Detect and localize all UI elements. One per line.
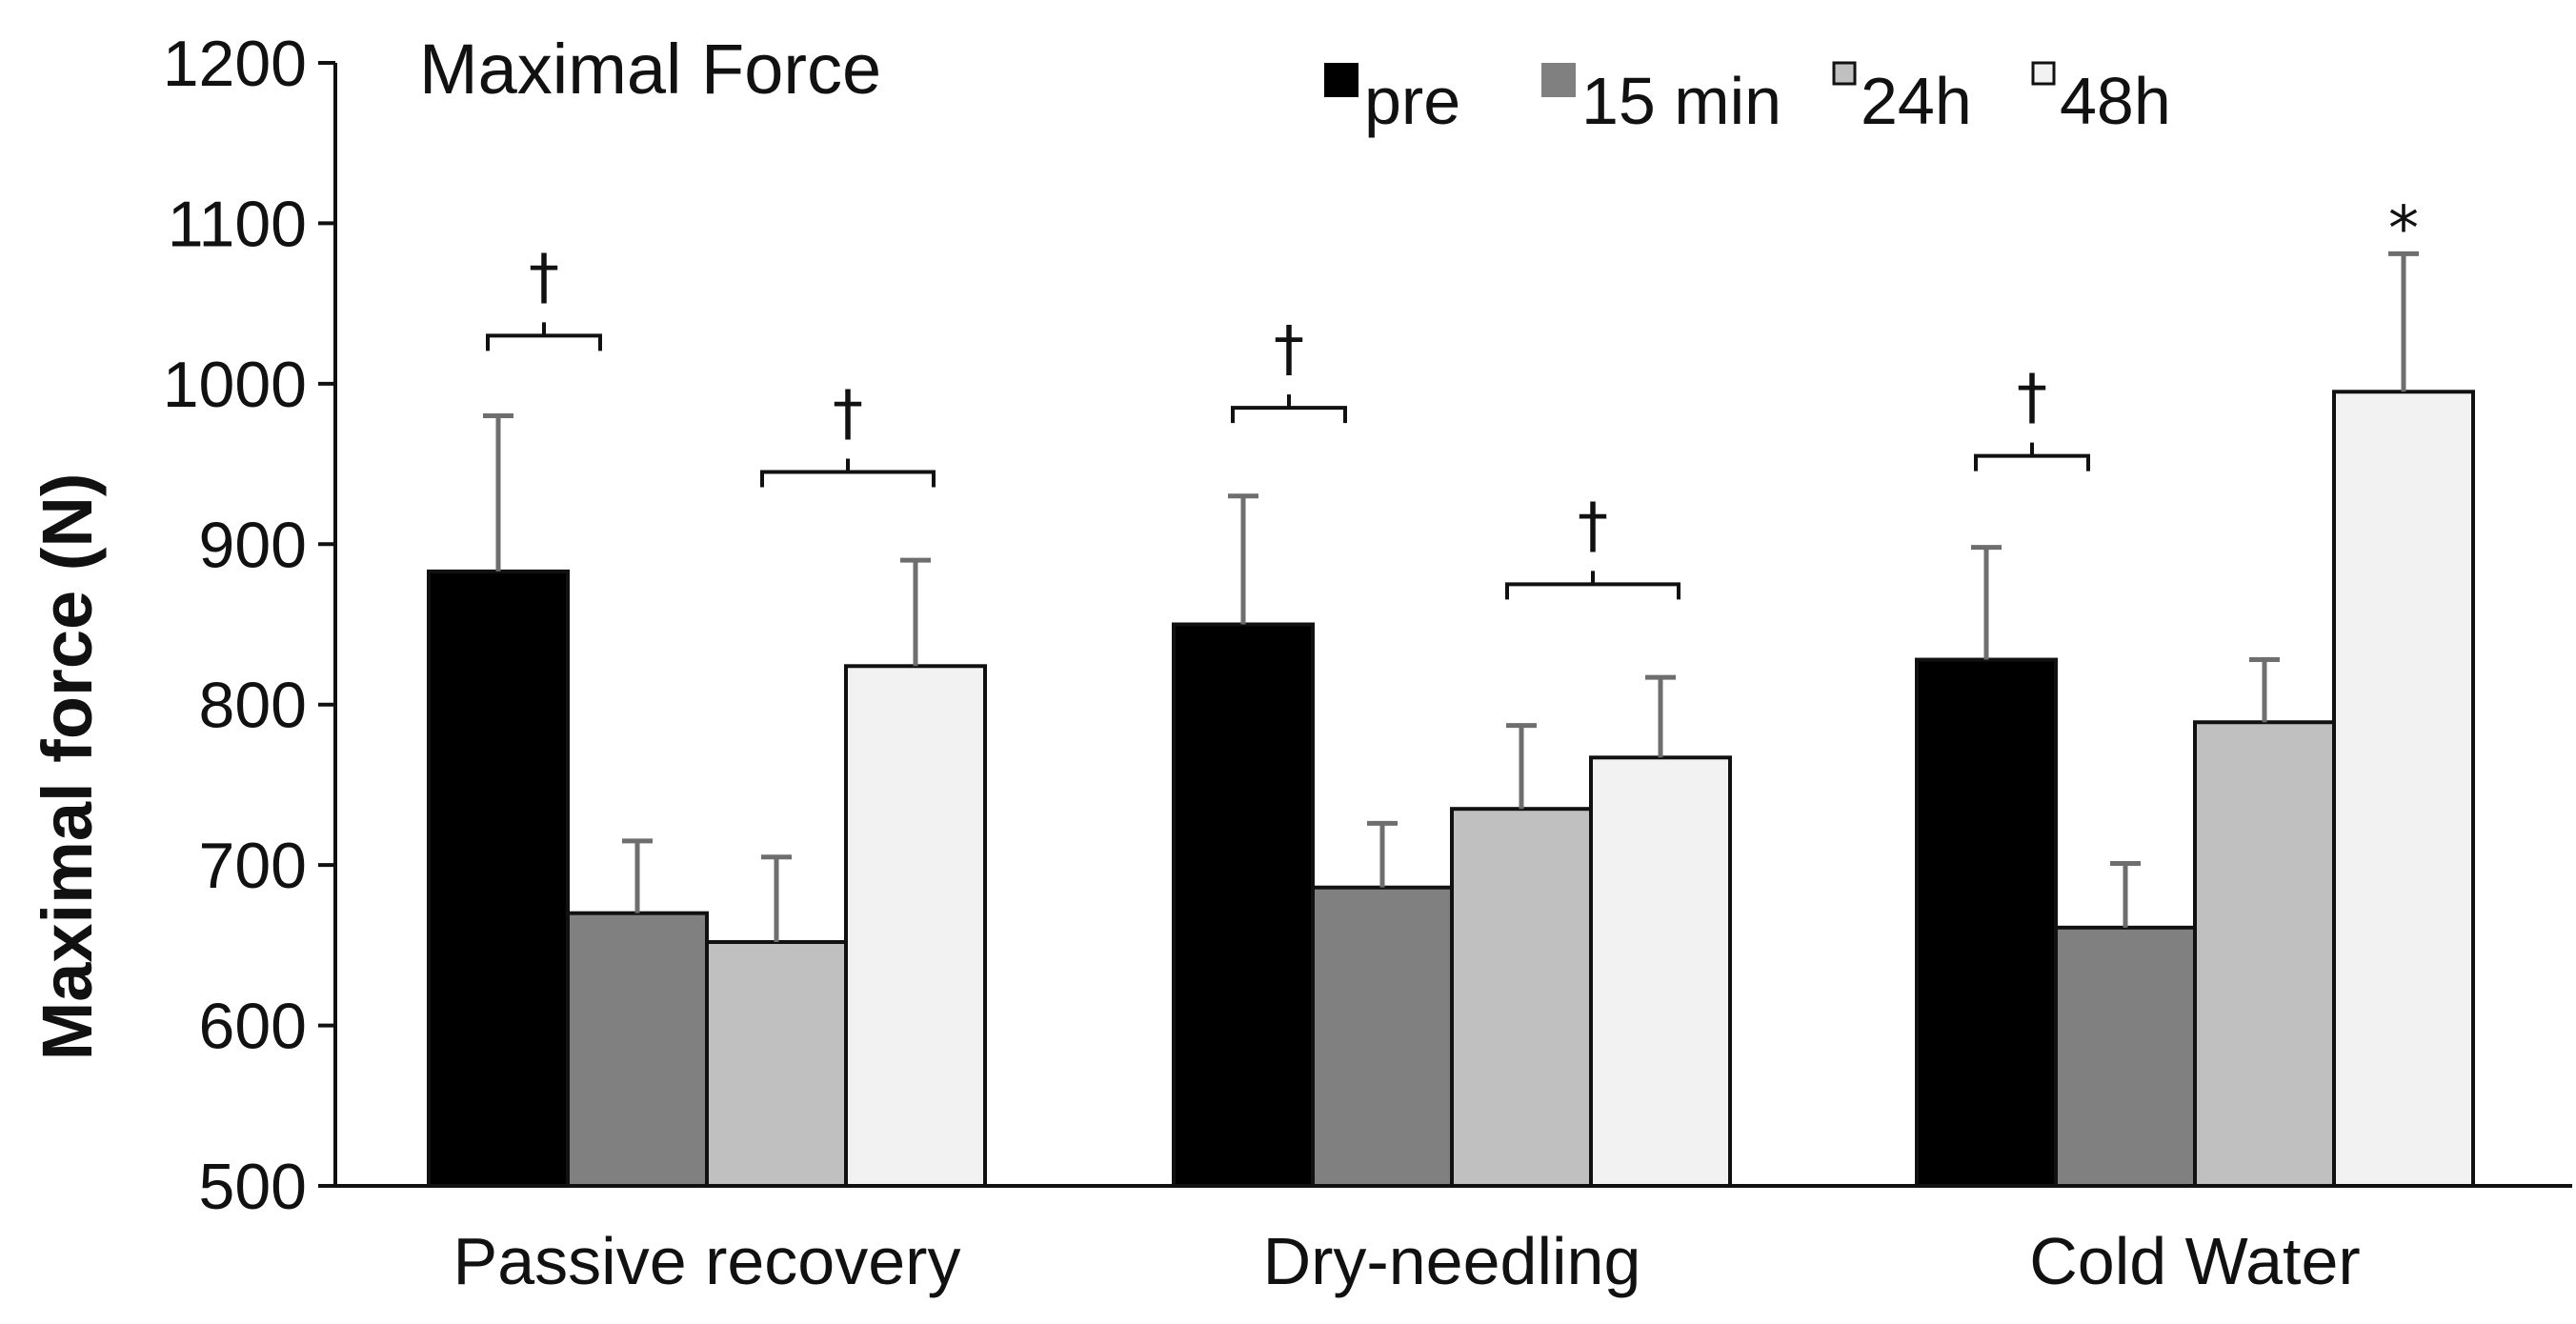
legend-label: 24h [1861, 64, 1972, 138]
legend-swatch [2031, 61, 2056, 86]
y-tick-label: 1200 [163, 28, 307, 100]
y-tick-label: 900 [199, 509, 307, 581]
bar [705, 939, 848, 1188]
bar [427, 569, 570, 1188]
legend: pre 15 min 24h 48h [1324, 61, 2171, 138]
bars [427, 390, 2475, 1189]
bar [1450, 807, 1593, 1188]
legend-swatch [1541, 63, 1576, 97]
bar [2054, 925, 2197, 1189]
legend-swatch [1324, 63, 1358, 97]
significance-bracket [760, 458, 936, 488]
significance-marker: † [2017, 363, 2047, 433]
bar [2332, 390, 2475, 1188]
bar [1172, 622, 1315, 1188]
y-axis: 500 600 700 800 900 1000 1100 1200 [163, 28, 337, 1223]
error-bars [483, 251, 2419, 942]
legend-swatch [1832, 61, 1857, 86]
legend-label: 15 min [1581, 64, 1781, 138]
bar [1589, 755, 1732, 1188]
significance-marker: † [833, 378, 863, 449]
x-category-label: Passive recovery [453, 1224, 961, 1298]
significance-bracket [1231, 394, 1347, 424]
x-category-label: Cold Water [2029, 1224, 2361, 1298]
bar [566, 911, 709, 1189]
significance-annotations: † † † † † * [486, 194, 2419, 600]
x-category-label: Dry-needling [1263, 1224, 1641, 1298]
bar [844, 664, 987, 1188]
y-tick-label: 800 [199, 670, 307, 742]
y-tick-label: 500 [199, 1151, 307, 1223]
significance-bracket [486, 322, 602, 351]
legend-label: pre [1364, 64, 1460, 138]
significance-marker: † [1274, 314, 1304, 385]
bar [1915, 657, 2058, 1188]
significance-marker: † [529, 242, 559, 312]
significance-marker: † [1578, 491, 1608, 561]
y-tick-label: 700 [199, 830, 307, 902]
bar [2193, 720, 2336, 1189]
chart-title: Maximal Force [419, 30, 881, 109]
significance-marker: * [2388, 194, 2419, 265]
y-tick-label: 1000 [163, 349, 307, 421]
x-axis: Passive recovery Dry-needling Cold Water [335, 1184, 2572, 1298]
significance-bracket [1974, 442, 2090, 471]
y-tick-label: 1100 [168, 188, 307, 260]
significance-bracket [1505, 571, 1680, 600]
y-axis-label: Maximal force (N) [28, 473, 107, 1061]
legend-label: 48h [2060, 64, 2171, 138]
bar [1311, 885, 1454, 1188]
y-tick-label: 600 [199, 991, 307, 1063]
